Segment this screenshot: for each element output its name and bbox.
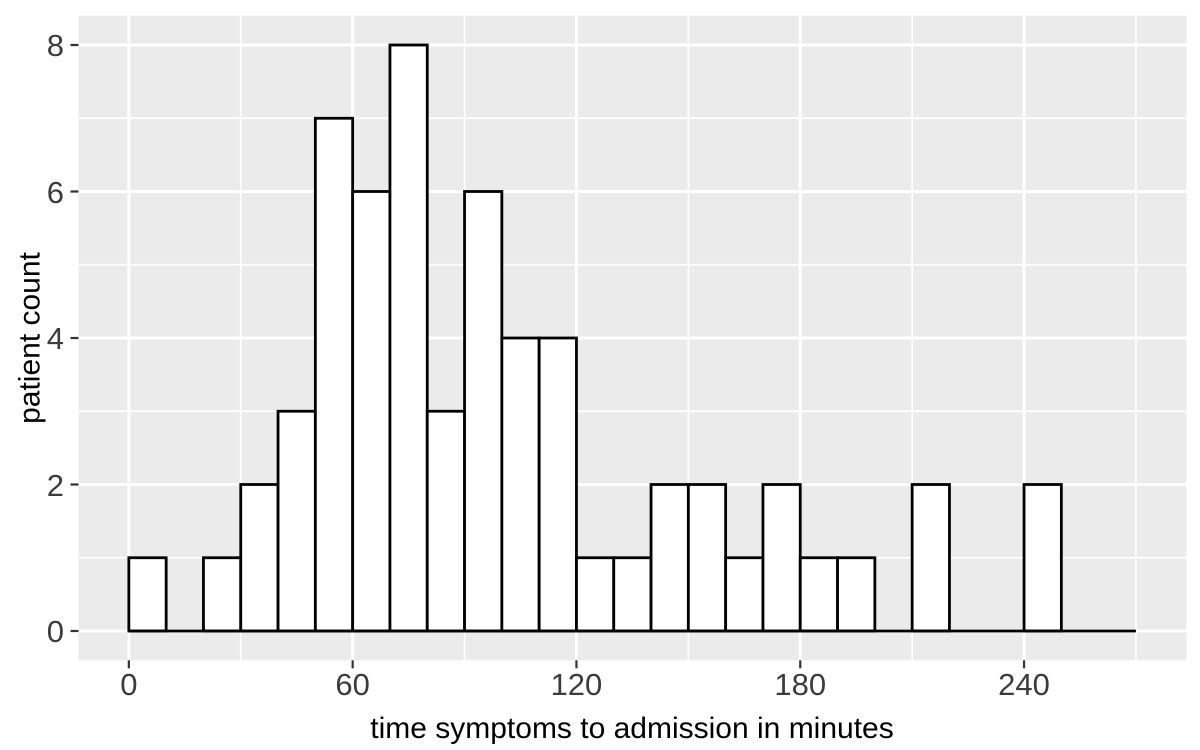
x-tick-label: 180 — [774, 667, 827, 702]
y-tick-label: 4 — [46, 321, 64, 356]
histogram-bar — [649, 483, 690, 633]
histogram-bar — [836, 556, 877, 633]
histogram-bar — [798, 556, 839, 633]
x-tick-label: 0 — [120, 667, 138, 702]
histogram-bar — [575, 556, 616, 633]
histogram-bar — [724, 556, 765, 633]
histogram-bar — [910, 483, 951, 633]
y-tick-label: 0 — [46, 614, 64, 649]
histogram-bar — [425, 409, 466, 633]
histogram-bar — [276, 409, 317, 633]
histogram-bar — [239, 483, 280, 633]
histogram-bar — [202, 556, 243, 633]
y-tick-label: 8 — [46, 28, 64, 63]
histogram-bar — [463, 190, 504, 633]
histogram-bar — [351, 190, 392, 633]
histogram-bar — [761, 483, 802, 633]
histogram-bar — [1022, 483, 1063, 633]
y-tick-label: 6 — [46, 174, 64, 210]
histogram-bar — [500, 336, 541, 633]
histogram-bar — [686, 483, 728, 633]
y-tick-label: 2 — [46, 467, 64, 503]
y-axis-title: patient count — [13, 252, 47, 424]
x-tick-label: 60 — [335, 667, 370, 702]
histogram-bar — [612, 556, 653, 633]
x-tick-label: 120 — [550, 667, 603, 702]
histogram-bar — [388, 43, 429, 633]
histogram-bar — [537, 336, 578, 633]
x-tick-label: 240 — [998, 667, 1050, 702]
histogram-bar — [127, 556, 168, 633]
histogram-bar — [313, 116, 355, 633]
x-axis-title: time symptoms to admission in minutes — [370, 712, 894, 745]
